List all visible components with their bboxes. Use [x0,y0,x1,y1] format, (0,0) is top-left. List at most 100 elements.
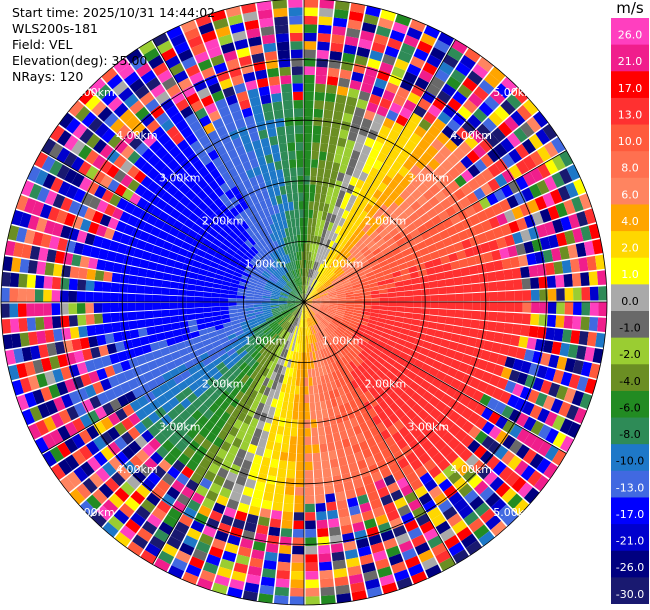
ppi-gate [340,181,349,192]
ppi-gate [174,521,190,535]
ppi-gate [57,237,68,252]
ppi-gate [261,325,270,332]
ppi-gate [103,112,119,128]
ppi-gate [162,354,174,364]
ppi-gate [389,391,400,402]
ppi-gate [310,167,318,177]
ppi-gate [19,258,30,273]
ppi-gate [175,119,189,132]
ppi-gate [295,299,304,302]
ppi-gate [244,451,255,463]
ppi-gate [406,27,423,40]
ppi-gate [160,346,171,357]
ppi-gate [271,293,280,297]
ppi-gate [328,334,336,343]
ppi-gate [181,207,193,218]
ppi-gate [317,33,331,43]
ppi-gate [330,543,344,553]
ppi-gate [170,385,182,396]
ppi-gate [279,294,288,298]
ppi-gate [329,304,338,308]
ppi-gate [385,278,395,285]
ppi-gate [273,222,281,232]
ppi-gate [268,320,277,327]
ppi-gate [378,389,389,400]
ppi-gate [319,308,328,313]
ppi-gate [275,33,289,43]
ppi-gate [319,290,327,296]
ppi-gate [463,489,479,504]
ppi-gate [457,84,473,99]
ppi-gate [21,180,35,197]
ppi-gate [466,256,477,267]
ppi-gate [161,76,177,91]
ppi-gate [86,456,102,472]
ppi-gate [353,289,363,294]
ppi-gate [461,238,472,250]
ppi-gate [28,375,40,391]
ppi-gate [219,400,230,411]
ppi-gate [182,333,192,341]
ppi-gate [383,186,394,197]
ppi-gate [346,372,355,382]
ppi-gate [338,358,346,368]
ppi-gate [211,306,221,312]
ppi-gate [274,407,282,418]
ppi-gate [376,459,389,471]
ppi-gate [156,394,168,406]
ppi-gate [460,183,473,196]
ppi-gate [323,169,332,179]
ppi-gate [250,275,259,282]
ppi-gate [461,275,472,285]
ppi-gate [409,381,420,392]
ppi-gate [204,38,220,51]
ppi-gate [298,419,304,429]
ppi-gate [283,312,291,318]
ppi-gate [152,287,162,295]
ppi-gate [19,212,32,228]
ppi-gate [263,358,271,368]
ppi-gate [274,314,283,321]
ppi-gate [285,254,291,263]
ppi-gate [191,356,202,366]
ppi-gate [123,460,138,475]
ppi-gate [351,443,362,454]
ppi-gate [422,131,436,145]
ppi-gate [454,309,464,318]
ppi-gate [326,259,334,268]
ppi-gate [393,172,404,184]
ppi-gate [205,362,216,372]
ppi-gate [486,271,497,282]
ppi-gate [103,323,113,334]
ppi-gate [408,212,420,223]
ppi-gate [556,232,568,247]
ppi-gate [272,0,287,9]
ppi-gate [107,217,119,230]
ppi-gate [121,188,134,201]
ppi-gate [204,281,214,288]
ppi-gate [190,140,203,153]
ppi-gate [428,367,439,378]
ppi-gate [165,55,181,69]
ppi-gate [337,302,347,304]
ppi-gate [16,394,29,411]
ppi-gate [333,341,342,350]
ppi-gate [268,264,276,273]
ppi-gate [196,189,208,201]
ppi-gate [296,318,300,327]
ppi-gate [244,19,260,31]
start-time-label: Start time: 2025/10/31 14:44:02 [12,5,216,20]
ppi-gate [304,428,311,437]
ppi-gate [225,94,238,106]
ppi-gate [306,352,311,361]
ppi-gate [276,337,283,346]
ppi-gate [512,324,522,336]
ppi-gate [78,88,95,105]
ppi-gate [461,434,475,448]
ppi-gate [326,501,337,512]
ppi-gate [92,488,108,505]
ppi-gate [371,263,381,271]
range-ring-label: 5.00km [493,506,535,519]
ppi-gate [85,303,94,314]
ppi-gate [209,261,220,269]
